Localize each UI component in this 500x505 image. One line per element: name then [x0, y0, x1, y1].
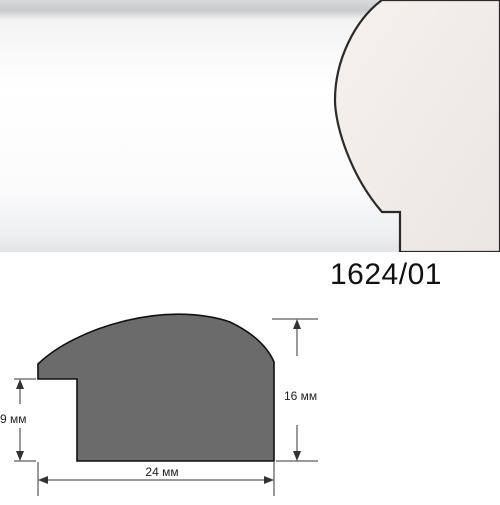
height-arrow-bottom — [293, 451, 301, 461]
width-arrow-right — [264, 476, 274, 484]
profile-section — [37, 313, 275, 462]
rebate-arrow-top — [16, 379, 24, 389]
moulding-end-section — [333, 0, 500, 252]
cross-section-graphic: 24 мм 16 мм 9 мм — [0, 313, 318, 496]
height-label: 16 мм — [284, 389, 317, 403]
cross-section-drawing: 24 мм 16 мм 9 мм — [0, 300, 500, 500]
article-code: 1624/01 — [330, 258, 442, 291]
moulding-photo-graphic — [0, 0, 500, 252]
width-label: 24 мм — [145, 465, 178, 479]
rebate-arrow-bottom — [16, 451, 24, 461]
width-arrow-left — [38, 476, 48, 484]
moulding-photo — [0, 0, 500, 252]
height-arrow-top — [293, 319, 301, 329]
rebate-label: 9 мм — [0, 412, 27, 426]
